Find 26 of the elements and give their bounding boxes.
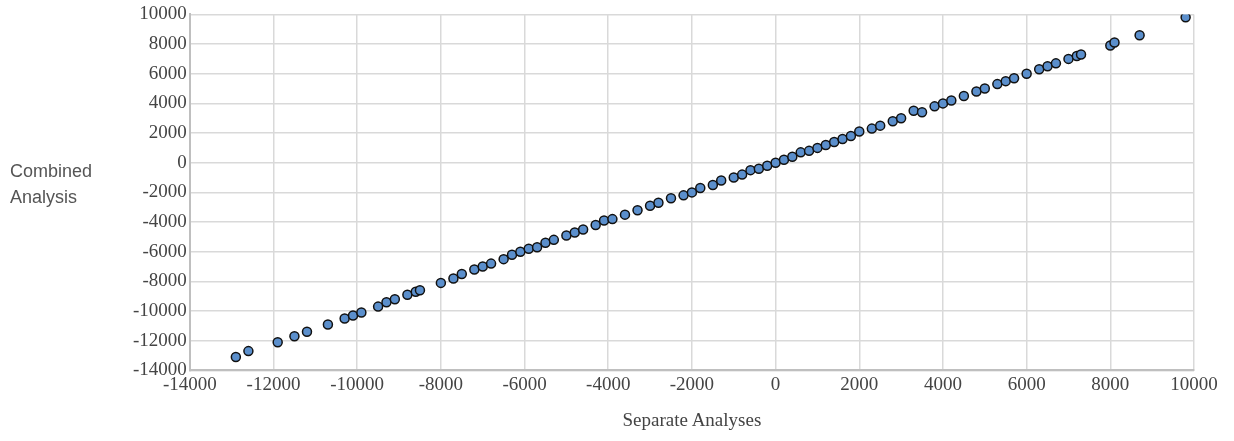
x-tick-label: -8000 xyxy=(418,372,464,394)
x-tick-label: -2000 xyxy=(669,372,715,394)
y-tick-label: 4000 xyxy=(148,91,187,113)
x-tick-label: 2000 xyxy=(840,372,879,394)
y-tick-label: -8000 xyxy=(142,269,187,291)
y-tick-label: -2000 xyxy=(142,180,187,202)
x-tick-label: -6000 xyxy=(502,372,547,394)
y-tick-label: -4000 xyxy=(142,210,187,232)
x-tick-label: 0 xyxy=(770,372,781,394)
y-tick-label: 8000 xyxy=(148,32,187,54)
y-tick-label: -6000 xyxy=(142,239,187,261)
y-tick-label: 6000 xyxy=(148,61,187,83)
x-tick-label: 4000 xyxy=(923,372,962,394)
y-tick-label: 0 xyxy=(177,150,187,172)
y-tick-label: -12000 xyxy=(133,328,187,350)
x-tick-label: 6000 xyxy=(1007,372,1046,394)
y-tick-label: 2000 xyxy=(148,121,187,143)
y-axis-title: Combined Analysis xyxy=(10,160,94,209)
x-tick-label: -12000 xyxy=(246,372,301,394)
x-tick-label: -10000 xyxy=(330,372,385,394)
x-axis-title: Separate Analyses xyxy=(622,408,762,430)
y-tick-label: -10000 xyxy=(133,299,187,321)
x-tick-label: 10000 xyxy=(1170,372,1218,394)
x-tick-label: 8000 xyxy=(1091,372,1130,394)
y-tick-label: 10000 xyxy=(139,2,187,24)
x-tick-label: -4000 xyxy=(586,372,631,394)
